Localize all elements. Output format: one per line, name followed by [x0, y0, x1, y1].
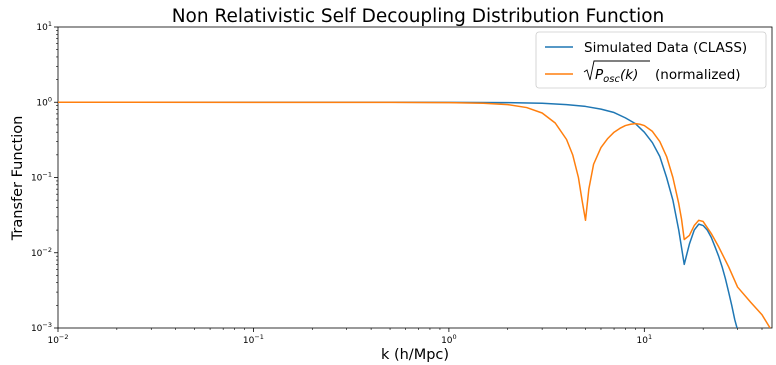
posc-base: P [595, 67, 604, 83]
y-tick-label: 10−2 [31, 246, 52, 259]
legend-label-posc: Posc(k) (normalized) [583, 60, 741, 85]
y-tick-label: 10−3 [31, 321, 52, 334]
y-tick-label: 10−1 [31, 171, 52, 184]
chart-title: Non Relativistic Self Decoupling Distrib… [172, 6, 665, 27]
svg-text:Posc(k): Posc(k) [595, 67, 638, 85]
plot-lines [58, 101, 771, 328]
x-tick-label: 100 [441, 333, 457, 346]
sqrt-symbol-icon [583, 60, 650, 81]
series-line-posc [58, 101, 771, 328]
y-tick-label: 101 [36, 20, 52, 33]
posc-argument: (k) [620, 67, 638, 83]
x-tick-label: 10−1 [243, 333, 264, 346]
y-axis-label: Transfer Function [10, 116, 26, 242]
posc-subscript: osc [603, 74, 620, 85]
x-axis-label: k (h/Mpc) [381, 347, 449, 363]
legend-label-simulated: Simulated Data (CLASS) [584, 40, 747, 56]
x-tick-label: 10−2 [47, 333, 68, 346]
legend-label-normalized: (normalized) [655, 67, 741, 83]
series-line-simulated [58, 101, 738, 328]
y-tick-label: 100 [36, 95, 52, 108]
x-tick-label: 101 [637, 333, 653, 346]
legend: Simulated Data (CLASS) Posc(k) (normaliz… [535, 31, 767, 89]
legend-frame [535, 31, 767, 89]
